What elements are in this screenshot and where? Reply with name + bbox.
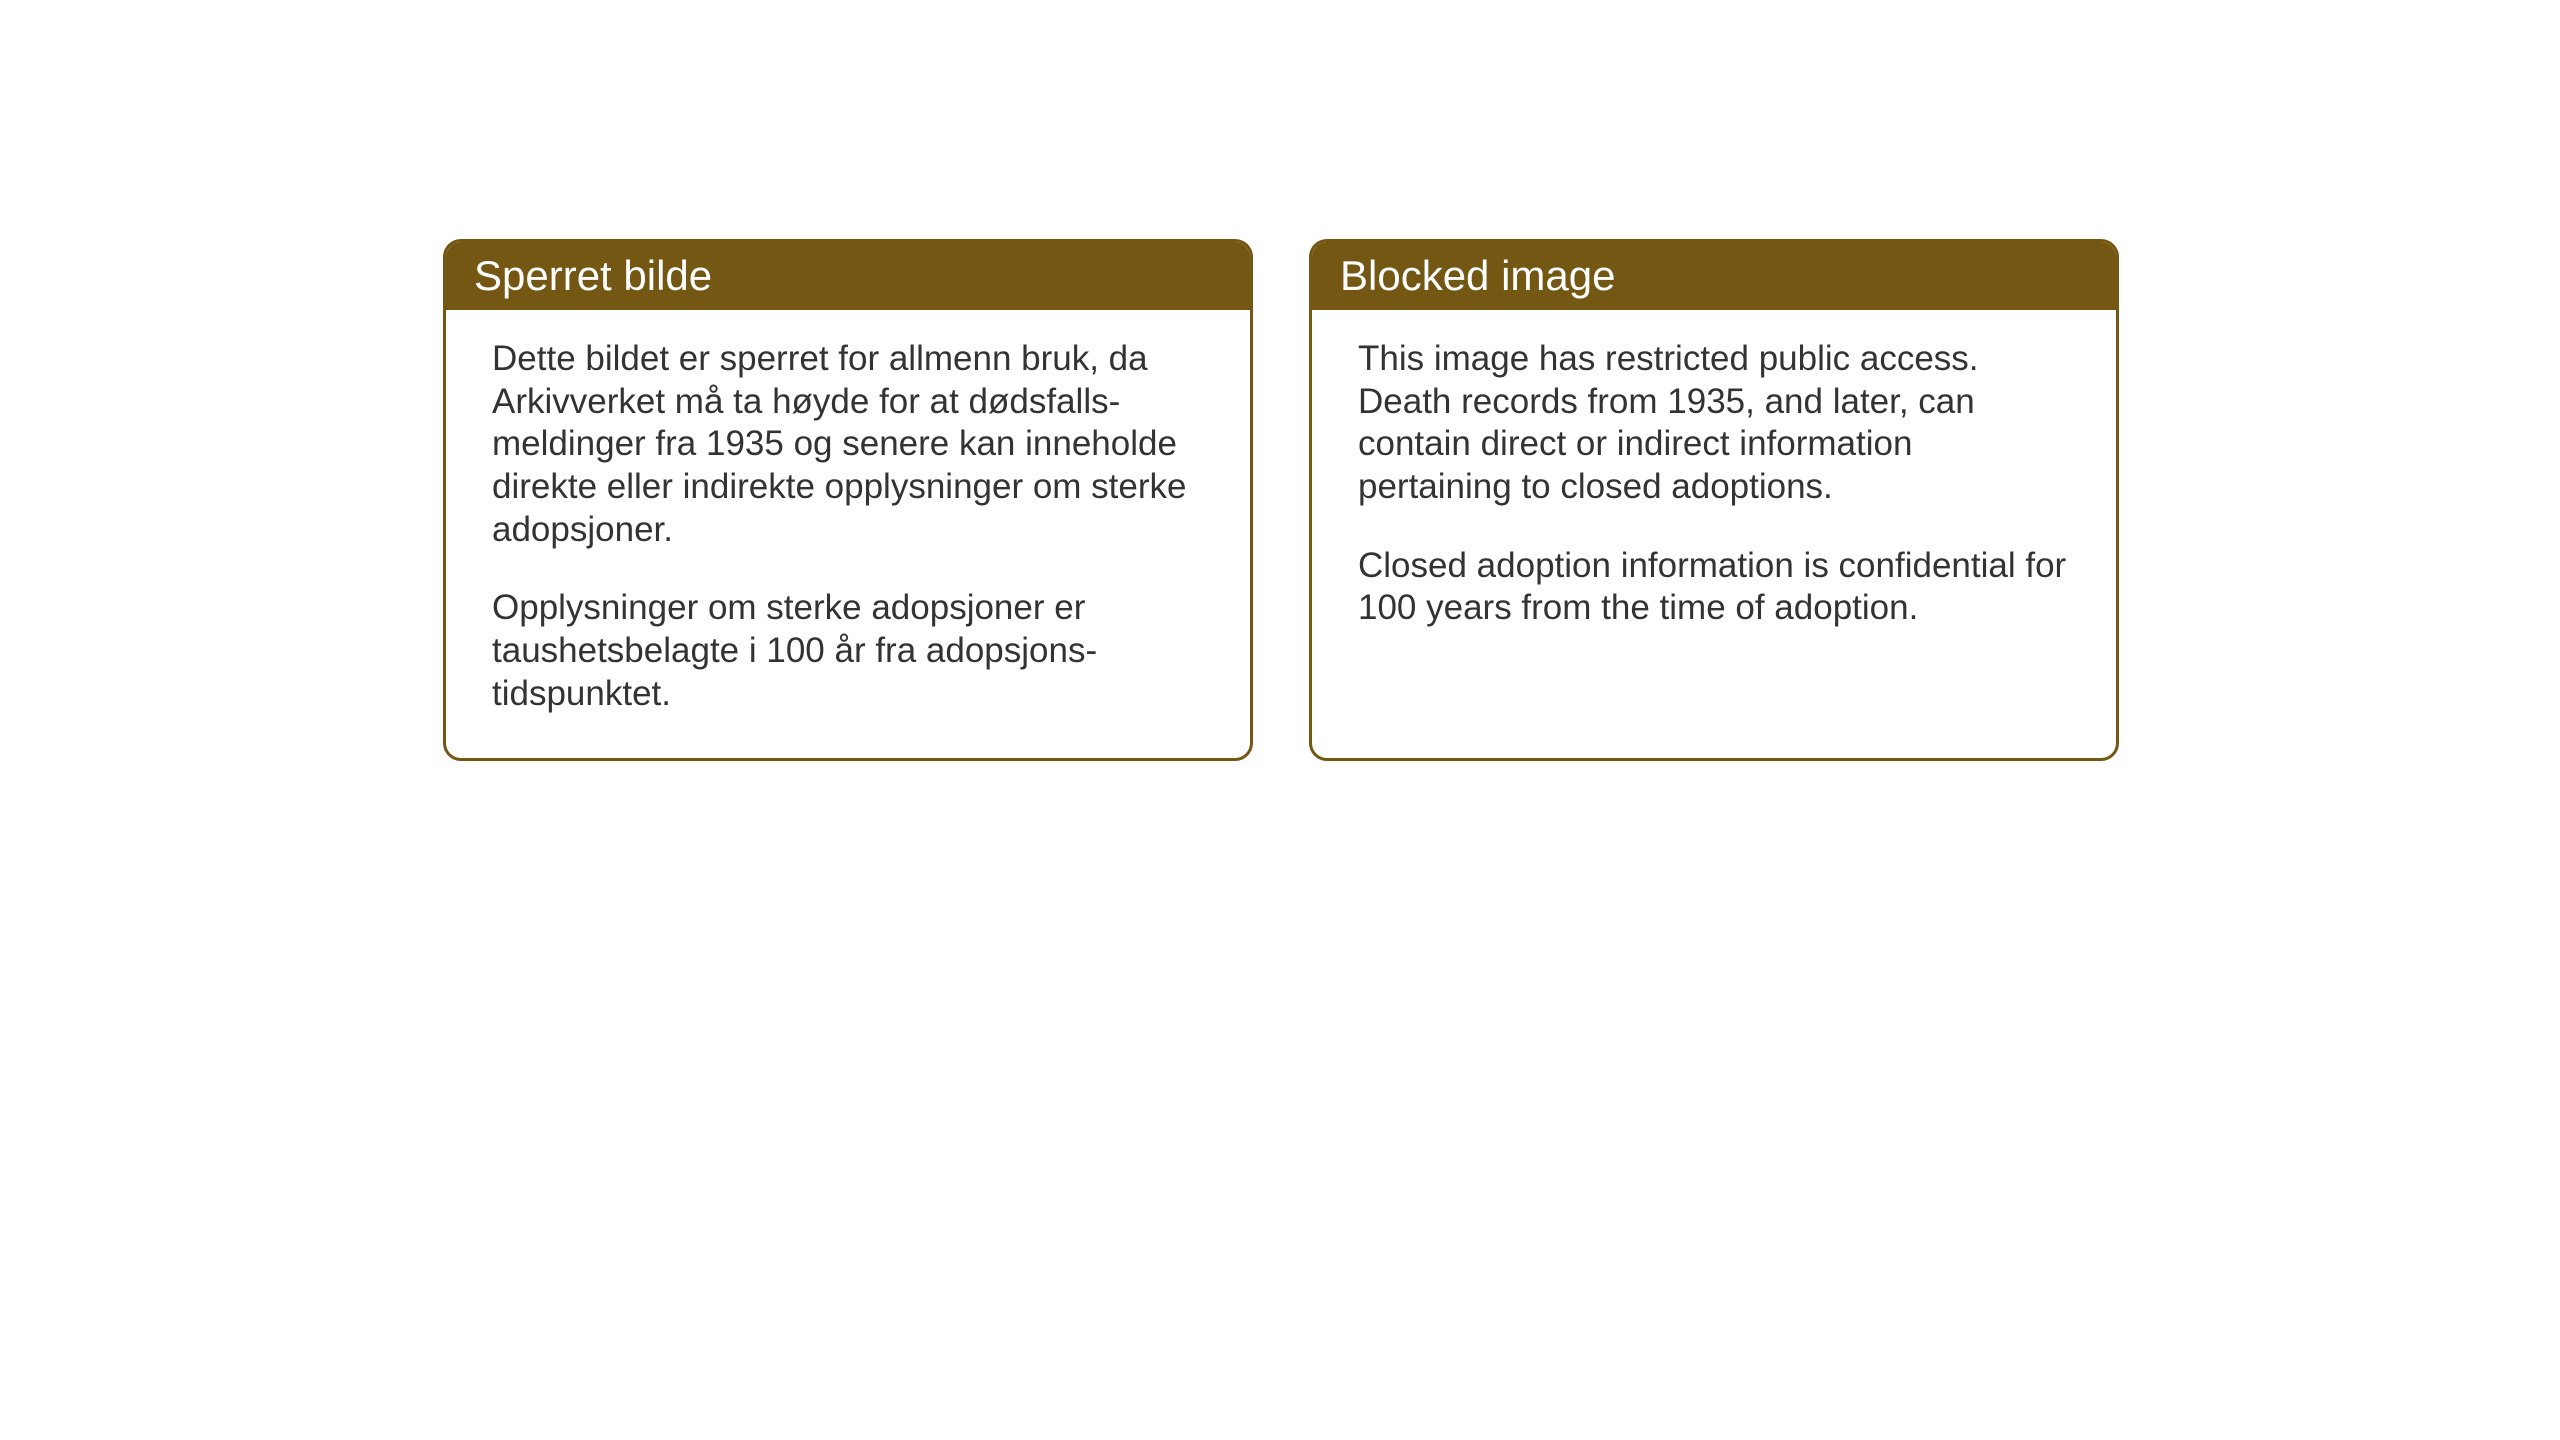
norwegian-card: Sperret bilde Dette bildet er sperret fo…	[443, 239, 1253, 761]
norwegian-card-body: Dette bildet er sperret for allmenn bruk…	[446, 310, 1250, 758]
norwegian-paragraph-2: Opplysninger om sterke adopsjoner er tau…	[492, 587, 1204, 715]
english-card-header: Blocked image	[1312, 242, 2116, 310]
norwegian-card-title: Sperret bilde	[474, 252, 712, 299]
english-paragraph-2: Closed adoption information is confident…	[1358, 545, 2070, 630]
norwegian-paragraph-1: Dette bildet er sperret for allmenn bruk…	[492, 338, 1204, 551]
cards-container: Sperret bilde Dette bildet er sperret fo…	[443, 239, 2119, 761]
norwegian-card-header: Sperret bilde	[446, 242, 1250, 310]
english-paragraph-1: This image has restricted public access.…	[1358, 338, 2070, 509]
english-card-body: This image has restricted public access.…	[1312, 310, 2116, 672]
english-card: Blocked image This image has restricted …	[1309, 239, 2119, 761]
english-card-title: Blocked image	[1340, 252, 1615, 299]
